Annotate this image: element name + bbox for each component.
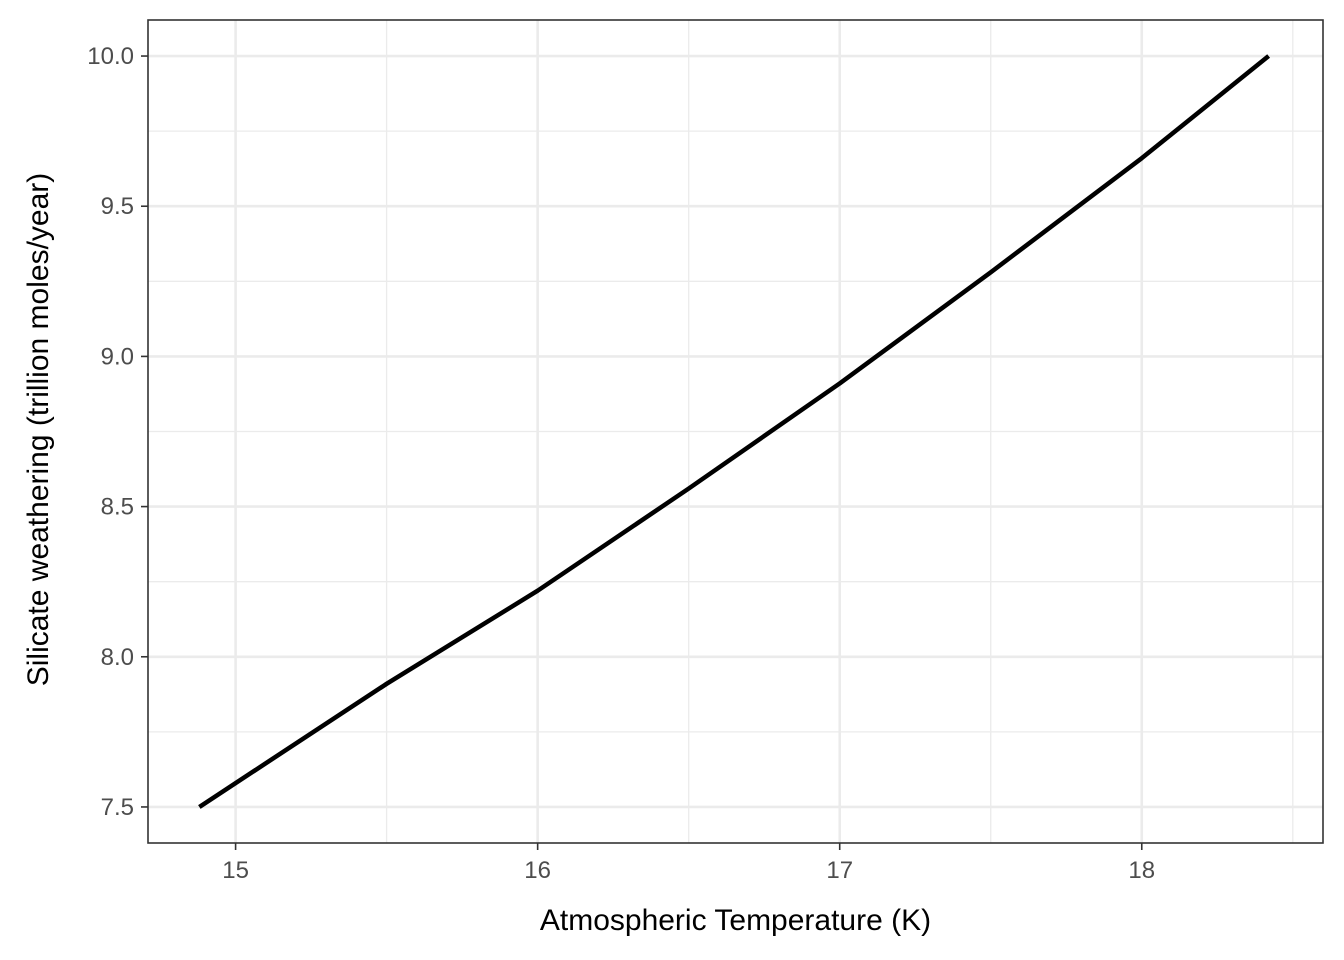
y-axis-ticks: 7.5 8.0 8.5 9.0 9.5 10.0 — [87, 43, 148, 821]
x-tick-label: 15 — [222, 857, 249, 884]
y-axis-title: Silicate weathering (trillion moles/year… — [22, 173, 55, 687]
panel-border — [147, 19, 1324, 844]
x-axis-title: Atmospheric Temperature (K) — [540, 904, 931, 937]
y-tick-label: 10.0 — [87, 43, 134, 70]
y-tick-label: 9.0 — [101, 343, 134, 370]
x-tick-label: 17 — [826, 857, 853, 884]
x-tick-label: 16 — [524, 857, 551, 884]
x-tick-label: 18 — [1128, 857, 1155, 884]
y-tick-label: 9.5 — [101, 193, 134, 220]
y-tick-label: 8.0 — [101, 644, 134, 671]
series-layer — [198, 54, 1271, 809]
x-axis-ticks: 15 16 17 18 — [222, 843, 1155, 884]
y-tick-label: 8.5 — [101, 494, 134, 521]
grid-minor — [148, 20, 1323, 843]
y-tick-label: 7.5 — [101, 794, 134, 821]
grid-major — [148, 20, 1323, 843]
series-line-0 — [198, 54, 1271, 809]
